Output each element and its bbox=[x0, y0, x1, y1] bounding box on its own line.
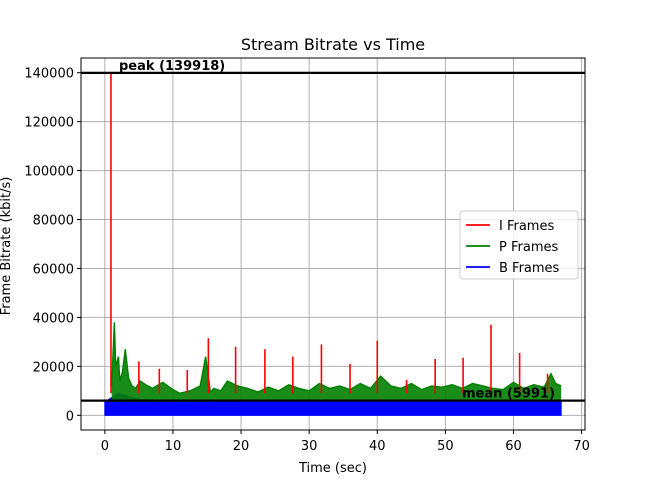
x-axis-label: Time (sec) bbox=[298, 461, 367, 476]
y-tick-label: 140000 bbox=[24, 67, 74, 82]
p-frames-area bbox=[111, 322, 562, 402]
x-tick-label: 40 bbox=[369, 439, 386, 454]
chart-title: Stream Bitrate vs Time bbox=[241, 35, 425, 54]
x-tick-label: 70 bbox=[573, 439, 590, 454]
y-tick-label: 0 bbox=[66, 409, 74, 424]
y-tick-label: 80000 bbox=[33, 214, 74, 229]
y-tick-label: 120000 bbox=[24, 116, 74, 131]
y-tick-label: 20000 bbox=[33, 360, 74, 375]
x-tick-label: 30 bbox=[301, 439, 318, 454]
y-tick-label: 60000 bbox=[33, 262, 74, 277]
peak-label: peak (139918) bbox=[119, 59, 225, 74]
legend-entry: B Frames bbox=[499, 261, 560, 276]
i-frames-series bbox=[110, 72, 549, 394]
legend-box bbox=[459, 210, 579, 280]
legend-entry: P Frames bbox=[499, 240, 558, 255]
x-tick-label: 10 bbox=[165, 439, 182, 454]
x-tick-label: 0 bbox=[101, 439, 109, 454]
legend-entry: I Frames bbox=[499, 219, 554, 234]
x-tick-label: 50 bbox=[437, 439, 454, 454]
x-tick-label: 20 bbox=[233, 439, 250, 454]
p-frames-line bbox=[110, 322, 562, 395]
legend: I Frames P Frames B Frames bbox=[459, 210, 579, 280]
x-tick-label: 60 bbox=[505, 439, 522, 454]
p-frames-series bbox=[110, 322, 562, 402]
y-axis-label: Frame Bitrate (kbit/s) bbox=[0, 177, 14, 316]
reference-lines: peak (139918) mean (5991) bbox=[81, 59, 585, 402]
plot-frame bbox=[80, 57, 586, 431]
x-axis-ticks: 0 10 20 30 40 50 60 70 bbox=[101, 430, 590, 454]
mean-label: mean (5991) bbox=[462, 387, 555, 402]
y-tick-label: 40000 bbox=[33, 311, 74, 326]
y-axis-ticks: 0 20000 40000 60000 80000 100000 120000 140000 bbox=[24, 67, 81, 424]
y-tick-label: 100000 bbox=[24, 165, 74, 180]
